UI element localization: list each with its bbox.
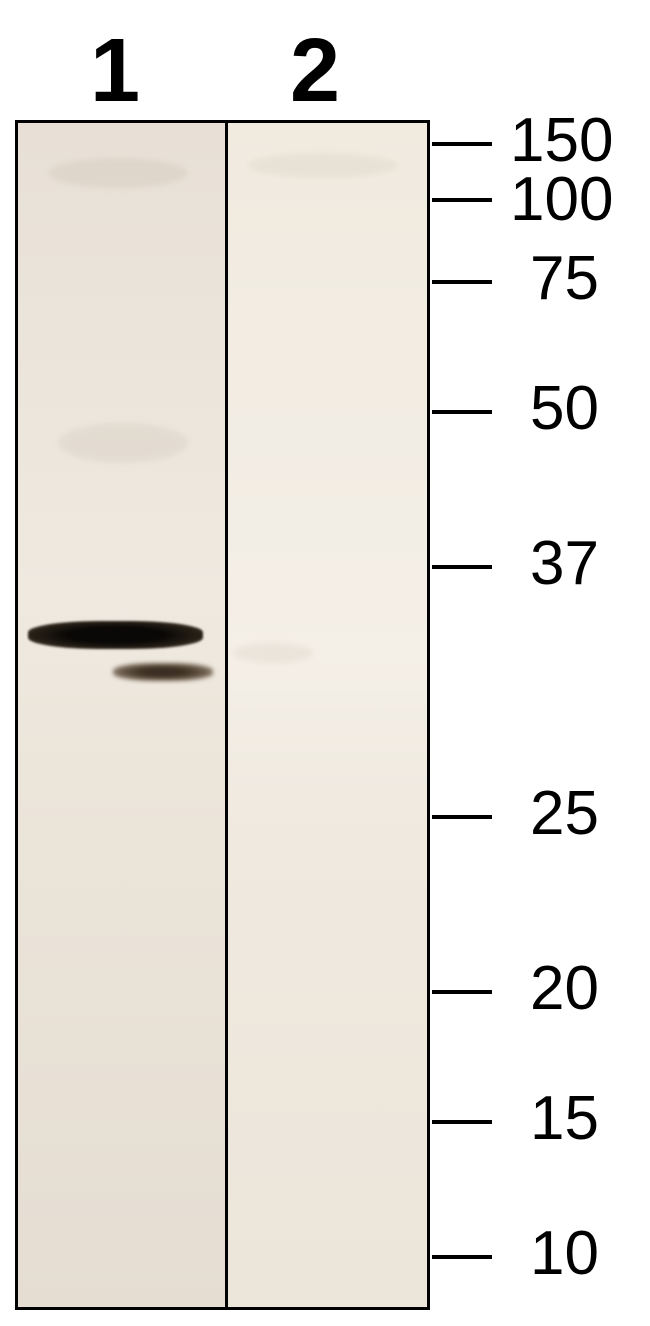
lane-1-background	[18, 123, 225, 1307]
marker-tick-10	[432, 1255, 492, 1259]
lane-2-background	[228, 123, 427, 1307]
western-blot-figure: 1 2 150 100 75 50 37 25 20 15	[0, 0, 650, 1326]
marker-label-10: 10	[530, 1218, 599, 1289]
marker-tick-20	[432, 990, 492, 994]
lane-1-label: 1	[90, 20, 140, 123]
marker-label-100: 100	[510, 164, 613, 235]
lane2-smudge-2	[233, 643, 313, 663]
marker-tick-50	[432, 410, 492, 414]
marker-label-20: 20	[530, 953, 599, 1024]
marker-tick-150	[432, 142, 492, 146]
blot-membrane	[15, 120, 430, 1310]
lane1-smudge-1	[48, 158, 188, 188]
lane1-band-secondary	[113, 663, 213, 681]
marker-label-50: 50	[530, 373, 599, 444]
marker-tick-75	[432, 280, 492, 284]
marker-tick-25	[432, 815, 492, 819]
lane1-smudge-2	[58, 423, 188, 463]
marker-label-37: 37	[530, 528, 599, 599]
marker-label-25: 25	[530, 778, 599, 849]
lane2-smudge-1	[248, 153, 398, 178]
marker-label-15: 15	[530, 1083, 599, 1154]
marker-tick-15	[432, 1120, 492, 1124]
marker-tick-100	[432, 198, 492, 202]
lane-divider	[225, 123, 228, 1307]
lane-2-label: 2	[290, 20, 340, 123]
marker-tick-37	[432, 565, 492, 569]
marker-label-75: 75	[530, 243, 599, 314]
lane1-band-main	[28, 621, 203, 649]
blot-inner	[18, 123, 427, 1307]
